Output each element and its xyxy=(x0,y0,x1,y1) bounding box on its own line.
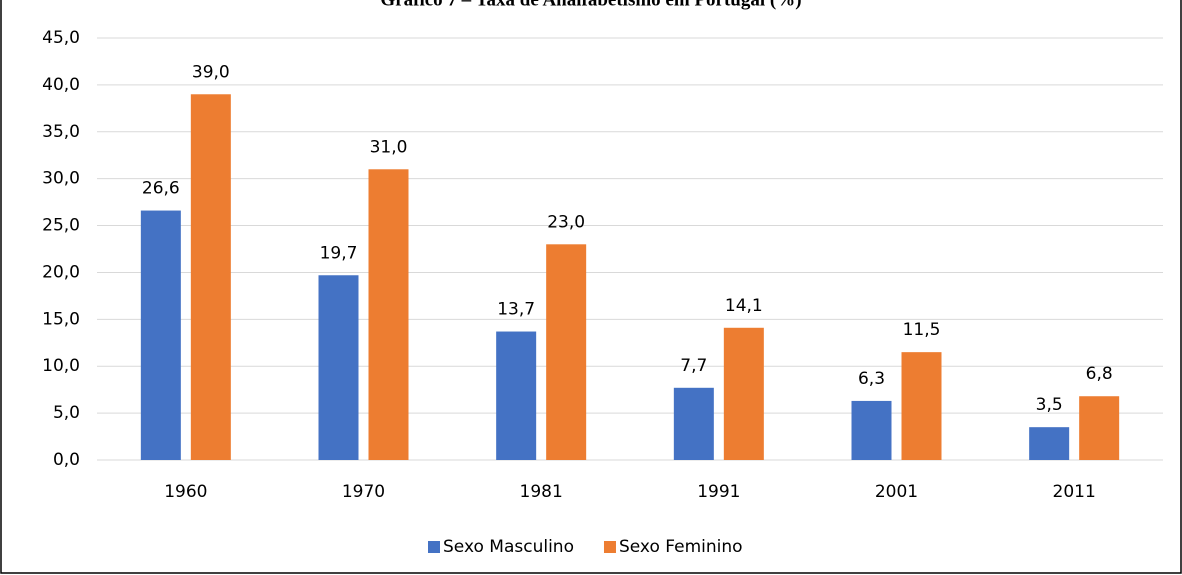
x-tick-label: 1981 xyxy=(520,482,563,502)
legend-swatch xyxy=(603,541,616,553)
y-tick-label: 5,0 xyxy=(53,403,80,423)
y-tick-label: 30,0 xyxy=(42,169,80,189)
x-tick-label: 2001 xyxy=(875,482,918,502)
data-label: 13,7 xyxy=(497,300,535,320)
bar xyxy=(318,275,359,460)
x-tick-label: 1960 xyxy=(164,482,207,502)
data-label: 31,0 xyxy=(370,137,408,157)
bar xyxy=(673,387,714,460)
bar xyxy=(368,169,409,461)
y-tick-label: 10,0 xyxy=(42,356,80,376)
x-tick-label: 1991 xyxy=(697,482,740,502)
data-label: 23,0 xyxy=(547,212,585,232)
y-tick-label: 40,0 xyxy=(42,75,80,95)
y-tick-label: 35,0 xyxy=(42,122,80,142)
data-label: 39,0 xyxy=(192,62,230,82)
bar xyxy=(851,400,892,460)
y-tick-label: 45,0 xyxy=(42,28,80,48)
data-label: 7,7 xyxy=(680,356,707,376)
data-label: 19,7 xyxy=(320,243,358,263)
bar xyxy=(1029,427,1070,460)
x-tick-label: 2011 xyxy=(1053,482,1096,502)
data-label: 6,3 xyxy=(858,369,885,389)
y-tick-label: 0,0 xyxy=(53,450,80,470)
data-label: 14,1 xyxy=(725,296,763,316)
y-tick-label: 20,0 xyxy=(42,262,80,282)
data-label: 3,5 xyxy=(1036,395,1063,415)
x-tick-label: 1970 xyxy=(342,482,385,502)
y-tick-label: 15,0 xyxy=(42,309,80,329)
data-label: 11,5 xyxy=(903,320,941,340)
bar xyxy=(901,352,942,460)
bar xyxy=(496,331,537,460)
bar xyxy=(140,210,181,460)
data-label: 6,8 xyxy=(1086,364,1113,384)
chart-title: Gráfico 7 – Taxa de Analfabetismo em Por… xyxy=(380,0,801,10)
bar xyxy=(1079,396,1120,460)
bar xyxy=(723,327,764,460)
bar xyxy=(190,94,231,461)
legend-label: Sexo Feminino xyxy=(619,537,743,557)
legend-label: Sexo Masculino xyxy=(443,537,574,557)
bar xyxy=(546,244,587,460)
legend-swatch xyxy=(428,541,440,553)
data-label: 26,6 xyxy=(142,179,180,199)
y-tick-label: 25,0 xyxy=(42,216,80,236)
